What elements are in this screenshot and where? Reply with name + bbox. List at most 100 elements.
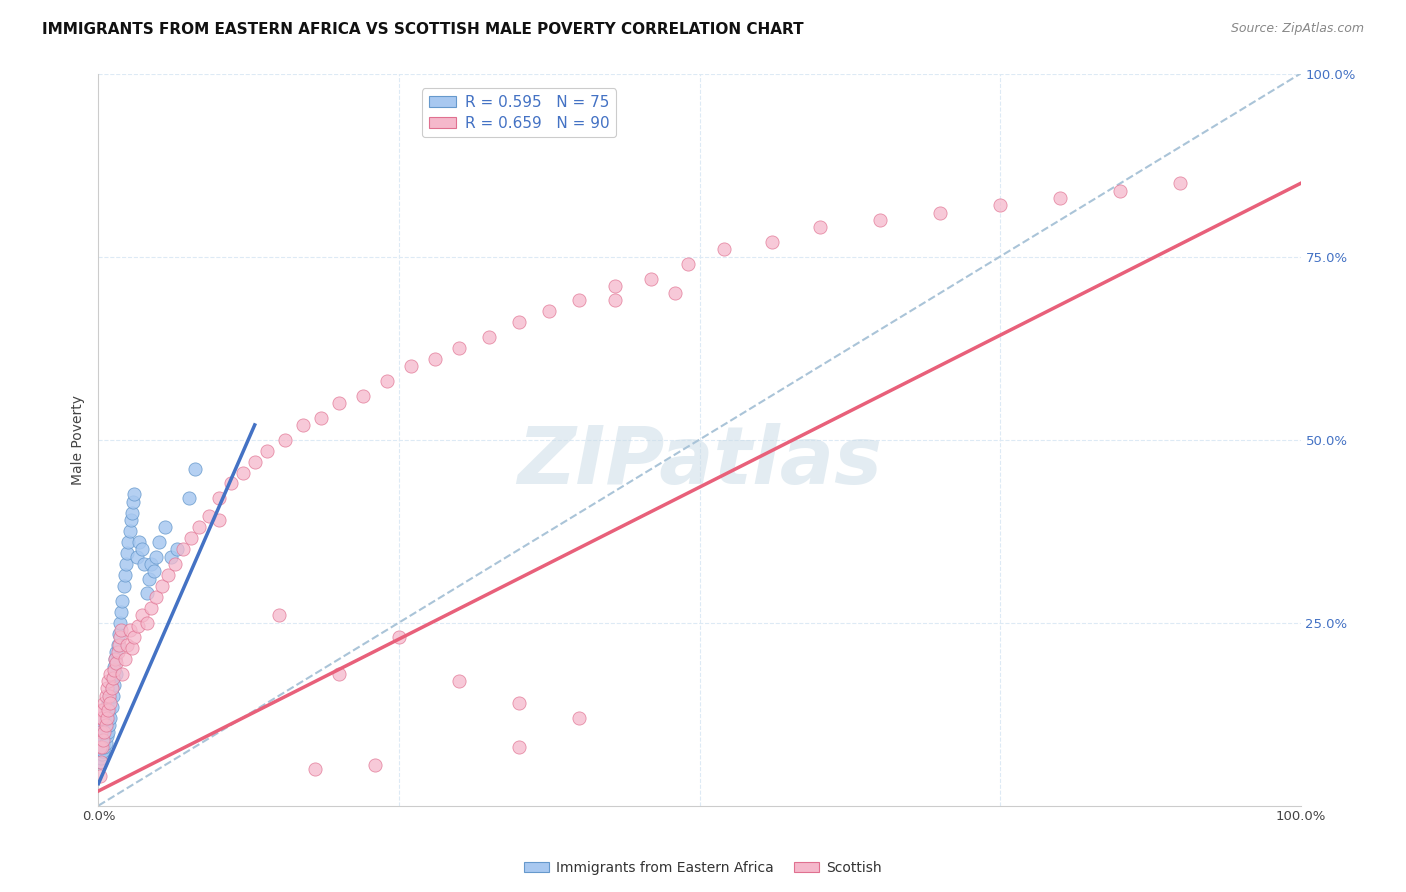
Point — [243, 454, 266, 468]
Point — [108, 630, 131, 644]
Point — [93, 725, 115, 739]
Point — [423, 352, 446, 367]
Point — [328, 396, 350, 410]
Point — [364, 758, 387, 772]
Point — [125, 549, 148, 564]
Point — [107, 645, 129, 659]
Point — [128, 535, 150, 549]
Point — [148, 535, 170, 549]
Point — [478, 330, 501, 344]
Point — [274, 433, 297, 447]
Point — [91, 736, 114, 750]
Point — [101, 671, 124, 685]
Point — [96, 729, 118, 743]
Point — [91, 711, 114, 725]
Point — [988, 198, 1011, 212]
Point — [375, 374, 398, 388]
Point — [131, 608, 153, 623]
Legend: Immigrants from Eastern Africa, Scottish: Immigrants from Eastern Africa, Scottish — [519, 855, 887, 880]
Point — [90, 725, 112, 739]
Point — [142, 565, 165, 579]
Point — [219, 476, 242, 491]
Point — [94, 718, 117, 732]
Point — [127, 619, 149, 633]
Point — [96, 703, 118, 717]
Point — [91, 732, 114, 747]
Point — [89, 740, 111, 755]
Point — [91, 718, 114, 732]
Point — [101, 689, 124, 703]
Text: ZIPatlas: ZIPatlas — [517, 423, 882, 500]
Point — [676, 257, 699, 271]
Point — [508, 740, 530, 755]
Point — [808, 220, 831, 235]
Point — [117, 546, 139, 560]
Point — [256, 443, 278, 458]
Point — [90, 744, 112, 758]
Point — [508, 696, 530, 710]
Point — [91, 718, 114, 732]
Text: IMMIGRANTS FROM EASTERN AFRICA VS SCOTTISH MALE POVERTY CORRELATION CHART: IMMIGRANTS FROM EASTERN AFRICA VS SCOTTI… — [42, 22, 804, 37]
Point — [93, 696, 115, 710]
Point — [117, 535, 139, 549]
Point — [713, 242, 735, 256]
Point — [96, 718, 118, 732]
Point — [568, 711, 591, 725]
Point — [91, 740, 114, 755]
Point — [97, 711, 120, 725]
Point — [101, 671, 124, 685]
Point — [153, 520, 176, 534]
Point — [90, 736, 112, 750]
Point — [105, 656, 128, 670]
Point — [180, 532, 202, 546]
Point — [98, 718, 121, 732]
Text: Source: ZipAtlas.com: Source: ZipAtlas.com — [1230, 22, 1364, 36]
Point — [1109, 184, 1132, 198]
Point — [94, 736, 117, 750]
Point — [232, 466, 254, 480]
Point — [208, 513, 231, 527]
Point — [177, 491, 200, 505]
Point — [568, 293, 591, 308]
Point — [1170, 177, 1192, 191]
Point — [141, 557, 163, 571]
Point — [90, 751, 112, 765]
Point — [100, 699, 122, 714]
Point — [605, 293, 627, 308]
Point — [108, 626, 131, 640]
Point — [93, 725, 115, 739]
Point — [100, 666, 122, 681]
Point — [111, 593, 134, 607]
Point — [89, 755, 111, 769]
Point — [118, 524, 141, 538]
Point — [538, 304, 561, 318]
Point — [91, 747, 114, 762]
Point — [108, 638, 131, 652]
Point — [166, 542, 188, 557]
Point — [94, 725, 117, 739]
Point — [117, 638, 139, 652]
Point — [122, 495, 145, 509]
Point — [103, 678, 125, 692]
Point — [328, 666, 350, 681]
Point — [134, 557, 156, 571]
Point — [141, 601, 163, 615]
Point — [449, 674, 471, 689]
Point — [929, 205, 952, 219]
Point — [135, 586, 157, 600]
Point — [91, 744, 114, 758]
Point — [91, 703, 114, 717]
Point — [97, 696, 120, 710]
Point — [291, 417, 314, 432]
Point — [267, 608, 290, 623]
Point — [90, 755, 112, 769]
Point — [100, 711, 122, 725]
Point — [135, 615, 157, 630]
Point — [108, 615, 131, 630]
Point — [110, 623, 132, 637]
Point — [93, 732, 115, 747]
Y-axis label: Male Poverty: Male Poverty — [72, 394, 86, 484]
Point — [114, 652, 136, 666]
Point — [94, 689, 117, 703]
Point — [352, 389, 374, 403]
